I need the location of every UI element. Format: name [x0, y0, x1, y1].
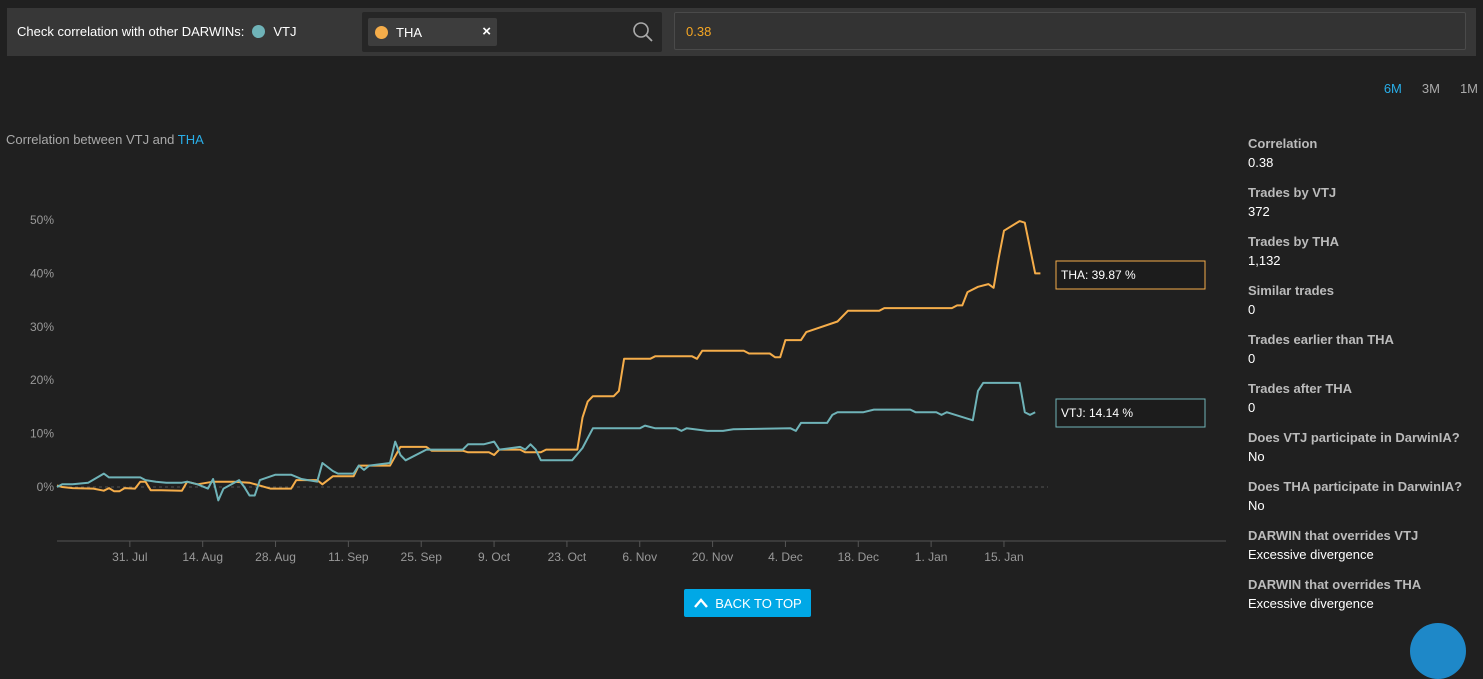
stat-value: 372: [1248, 204, 1270, 219]
stat-label: Trades by VTJ: [1248, 185, 1337, 200]
x-tick-label: 14. Aug: [182, 550, 223, 564]
stat-item: Trades by VTJ 372: [1248, 183, 1478, 221]
stat-item: Trades after THA 0: [1248, 379, 1478, 417]
stat-label: Does VTJ participate in DarwinIA?: [1248, 430, 1460, 445]
chart-title-prefix: Correlation between VTJ and: [6, 132, 175, 147]
stat-item: Does THA participate in DarwinIA? No: [1248, 477, 1478, 515]
back-to-top-button[interactable]: BACK TO TOP: [684, 589, 811, 617]
x-tick-label: 11. Sep: [328, 550, 369, 564]
stat-value: 0.38: [1248, 155, 1274, 170]
stat-item: Trades earlier than THA 0: [1248, 330, 1478, 368]
x-tick-label: 18. Dec: [838, 550, 879, 564]
y-tick-label: 50%: [30, 213, 54, 227]
stat-item: Correlation 0.38: [1248, 134, 1478, 172]
stat-label: Trades earlier than THA: [1248, 332, 1394, 347]
correlation-toolbar: Check correlation with other DARWINs: VT…: [7, 8, 1476, 56]
stat-label: Similar trades: [1248, 283, 1334, 298]
range-3m[interactable]: 3M: [1421, 81, 1440, 96]
chat-bubble-icon[interactable]: [1410, 623, 1466, 679]
stat-label: Trades after THA: [1248, 381, 1353, 396]
tooltip-box-vtj: [1055, 398, 1206, 428]
stat-item: DARWIN that overrides VTJ Excessive diver…: [1248, 526, 1478, 564]
range-1m[interactable]: 1M: [1459, 81, 1478, 96]
series-line-tha: [56, 220, 1041, 493]
series-line-vtj: [56, 381, 1036, 502]
x-tick-label: 31. Jul: [112, 550, 147, 564]
stat-item: Trades by THA 1,132: [1248, 232, 1478, 270]
search-icon[interactable]: [632, 21, 654, 43]
stat-value: No: [1248, 498, 1265, 513]
stat-value: 0: [1248, 351, 1256, 366]
stat-value: 1,132: [1248, 253, 1281, 268]
correlation-label-group: Check correlation with other DARWINs: VT…: [17, 24, 296, 39]
x-tick-label: 15. Jan: [984, 550, 1023, 564]
x-tick-label: 25. Sep: [401, 550, 443, 564]
x-tick-label: 6. Nov: [622, 550, 657, 564]
chart-title-highlight[interactable]: THA: [177, 132, 204, 147]
stat-value: Excessive divergence: [1248, 547, 1374, 562]
chip-close-icon[interactable]: ×: [482, 23, 491, 40]
darwin-search-box[interactable]: THA ×: [362, 12, 662, 52]
stat-item: DARWIN that overrides THA Excessive diver…: [1248, 575, 1478, 613]
stat-label: Correlation: [1248, 136, 1318, 151]
stat-value: 0: [1248, 400, 1256, 415]
y-tick-label: 40%: [30, 266, 54, 280]
stat-value: Excessive divergence: [1248, 596, 1374, 611]
x-tick-label: 23. Oct: [548, 550, 587, 564]
tha-color-dot: [375, 25, 388, 39]
tooltip-box-tha: [1055, 260, 1206, 290]
correlation-label: Check correlation with other DARWINs:: [17, 24, 245, 39]
range-6m[interactable]: 6M: [1383, 81, 1402, 96]
chip-label: THA: [396, 24, 422, 40]
stat-label: DARWIN that overrides THA: [1248, 577, 1422, 592]
selected-darwin-chip: THA ×: [368, 18, 497, 46]
y-tick-label: 30%: [30, 320, 54, 334]
base-darwin-name: VTJ: [273, 24, 297, 39]
vtj-color-dot: [252, 25, 266, 38]
stat-label: DARWIN that overrides VTJ: [1248, 528, 1419, 543]
tooltip-label-vtj: VTJ: 14.14 %: [1061, 406, 1133, 420]
x-tick-label: 9. Oct: [478, 550, 511, 564]
y-tick-label: 0%: [37, 480, 55, 494]
y-tick-label: 20%: [30, 373, 54, 387]
stats-panel: Correlation 0.38 Trades by VTJ 372 Trades by…: [1248, 134, 1478, 624]
x-tick-label: 20. Nov: [692, 550, 733, 564]
time-range-selector: 6M 3M 1M: [1384, 81, 1478, 96]
stat-label: Trades by THA: [1248, 234, 1340, 249]
correlation-value-field: 0.38: [674, 12, 1466, 50]
chart-title: Correlation between VTJ and THA: [6, 132, 204, 147]
chevron-up-icon: [694, 598, 709, 608]
stat-value: 0: [1248, 302, 1256, 317]
y-tick-label: 10%: [30, 427, 54, 441]
x-tick-label: 4. Dec: [768, 550, 803, 564]
stat-value: No: [1248, 449, 1265, 464]
tooltip-label-tha: THA: 39.87 %: [1061, 268, 1136, 282]
back-to-top-label: BACK TO TOP: [715, 595, 802, 611]
correlation-chart: 0% 10% 20% 30% 40% 50% 31. Jul 14. Aug 28. Aug 11…: [30, 213, 1226, 564]
stat-item: Does VTJ participate in DarwinIA? No: [1248, 428, 1478, 466]
stat-item: Similar trades 0: [1248, 281, 1478, 319]
stat-label: Does THA participate in DarwinIA?: [1248, 479, 1463, 494]
x-tick-label: 1. Jan: [915, 550, 948, 564]
x-tick-label: 28. Aug: [255, 550, 296, 564]
